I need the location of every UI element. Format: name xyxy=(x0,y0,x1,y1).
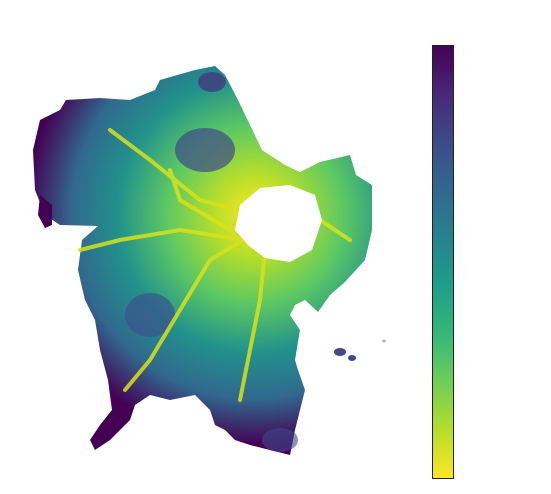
road-corridors xyxy=(78,128,352,402)
dark-patch-southeast xyxy=(262,428,298,452)
center-hole xyxy=(235,185,322,262)
travel-time-map xyxy=(33,66,386,455)
island xyxy=(348,355,356,361)
far-west-tip xyxy=(38,195,52,228)
dark-patch-north xyxy=(175,128,235,172)
island xyxy=(334,348,346,356)
dark-patch-south xyxy=(125,293,175,337)
dark-patch-north-tip xyxy=(198,72,226,92)
island xyxy=(382,339,386,343)
colorbar xyxy=(432,45,454,479)
region-shape xyxy=(33,66,372,455)
